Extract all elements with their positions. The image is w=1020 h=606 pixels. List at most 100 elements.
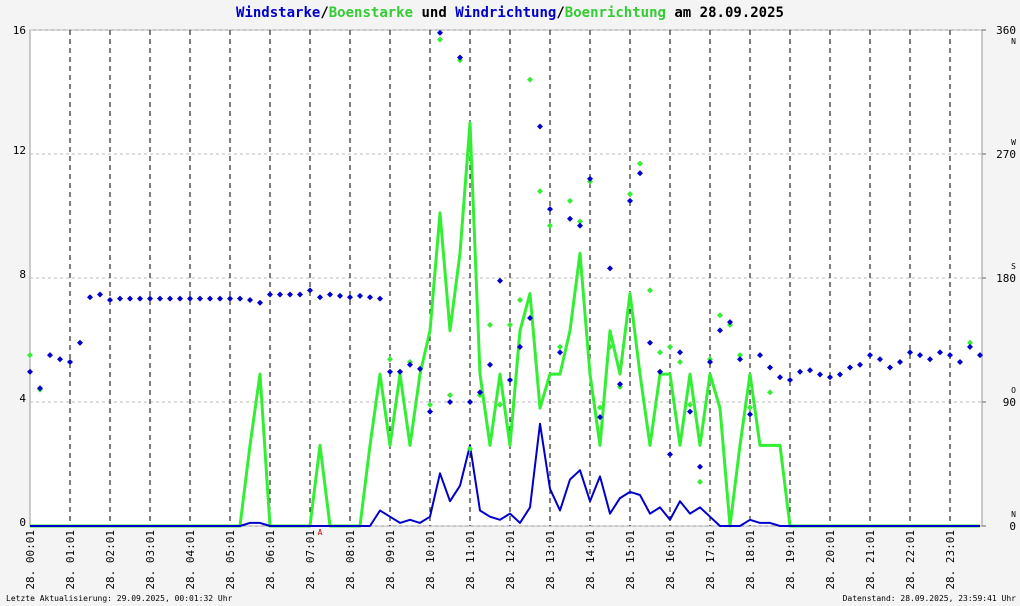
direction-marker — [837, 371, 843, 378]
direction-marker — [267, 291, 273, 298]
direction-marker — [447, 399, 453, 405]
title-part: Boenstarke — [329, 5, 413, 21]
direction-marker — [387, 356, 393, 363]
y-tick-label: 16 — [13, 24, 26, 37]
direction-marker — [547, 206, 553, 213]
direction-marker — [607, 265, 613, 272]
direction-marker — [427, 401, 433, 408]
direction-marker — [287, 291, 293, 298]
direction-marker — [567, 197, 573, 204]
direction-marker — [357, 292, 363, 299]
direction-marker — [487, 321, 493, 328]
direction-marker — [687, 408, 693, 415]
x-tick-label: 28. 06:01 — [264, 530, 277, 590]
y2-compass-label: S — [1011, 262, 1016, 271]
y2-compass-label: O — [1011, 386, 1016, 395]
y2-tick-label: 90 — [1003, 396, 1016, 409]
direction-marker — [657, 349, 663, 356]
direction-marker — [457, 54, 463, 61]
direction-marker — [667, 451, 673, 458]
direction-marker — [27, 352, 33, 359]
chart-title: Windstarke/Boenstarke und Windrichtung/B… — [236, 5, 784, 21]
direction-marker — [967, 343, 973, 350]
direction-marker — [957, 359, 963, 366]
direction-marker — [437, 36, 443, 43]
direction-marker — [377, 295, 383, 302]
direction-marker — [37, 385, 43, 392]
direction-marker — [897, 359, 903, 366]
y-tick-label: 0 — [19, 516, 26, 529]
direction-marker — [577, 222, 583, 229]
y-tick-label: 8 — [19, 268, 26, 281]
direction-marker — [807, 367, 813, 374]
direction-marker — [257, 299, 263, 306]
x-tick-label: 28. 12:01 — [504, 530, 517, 590]
y2-tick-label: 270 — [996, 148, 1016, 161]
direction-marker — [497, 401, 503, 408]
direction-marker — [227, 295, 233, 302]
y-tick-label: 12 — [13, 144, 26, 157]
direction-marker — [367, 294, 373, 301]
direction-marker — [697, 463, 703, 470]
direction-marker — [617, 381, 623, 388]
direction-marker — [947, 352, 953, 359]
y2-tick-label: 360 — [996, 24, 1016, 37]
direction-marker — [397, 368, 403, 375]
direction-marker — [647, 339, 653, 346]
x-tick-label: 28. 05:01 — [224, 530, 237, 590]
direction-marker — [297, 291, 303, 298]
direction-marker — [127, 295, 133, 302]
direction-marker — [487, 361, 493, 368]
direction-marker — [587, 175, 593, 182]
direction-marker — [347, 294, 353, 301]
direction-marker — [867, 352, 873, 359]
x-tick-label: 28. 16:01 — [664, 530, 677, 590]
direction-marker — [677, 349, 683, 356]
x-tick-label: 28. 00:01 — [24, 530, 37, 590]
direction-marker — [237, 295, 243, 302]
direction-marker — [527, 314, 533, 321]
direction-marker — [427, 408, 433, 415]
direction-marker — [817, 371, 823, 378]
direction-marker — [597, 414, 603, 421]
x-tick-label: 28. 01:01 — [64, 530, 77, 590]
direction-marker — [857, 361, 863, 368]
direction-marker — [517, 343, 523, 350]
direction-marker — [717, 327, 723, 334]
x-tick-label: 28. 18:01 — [744, 530, 757, 590]
x-tick-label: 28. 03:01 — [144, 530, 157, 590]
direction-marker — [517, 297, 523, 304]
x-tick-label: 28. 08:01 — [344, 530, 357, 590]
direction-marker — [497, 277, 503, 284]
title-part: / — [556, 5, 564, 21]
direction-marker — [177, 295, 183, 302]
direction-marker — [967, 339, 973, 346]
direction-marker — [717, 312, 723, 319]
title-part: am 28.09.2025 — [666, 5, 784, 21]
direction-marker — [937, 349, 943, 356]
x-tick-label: 28. 23:01 — [944, 530, 957, 590]
y2-tick-label: 0 — [1009, 520, 1016, 533]
direction-marker — [87, 294, 93, 301]
direction-marker — [647, 287, 653, 294]
direction-marker — [467, 445, 473, 452]
direction-marker — [787, 376, 793, 383]
direction-marker — [657, 368, 663, 375]
title-part: Windrichtung — [455, 5, 556, 21]
direction-marker — [327, 291, 333, 298]
x-tick-label: 28. 04:01 — [184, 530, 197, 590]
direction-marker — [927, 356, 933, 363]
direction-marker — [437, 29, 443, 36]
direction-marker — [477, 389, 483, 396]
direction-marker — [57, 356, 63, 363]
direction-marker — [247, 297, 253, 304]
direction-marker — [417, 365, 423, 372]
direction-marker — [767, 364, 773, 371]
x-tick-label: 28. 13:01 — [544, 530, 557, 590]
direction-marker — [27, 368, 33, 375]
x-tick-label: 28. 19:01 — [784, 530, 797, 590]
title-part: und — [413, 5, 455, 21]
direction-marker — [547, 222, 553, 229]
direction-marker — [737, 356, 743, 363]
direction-marker — [507, 376, 513, 383]
